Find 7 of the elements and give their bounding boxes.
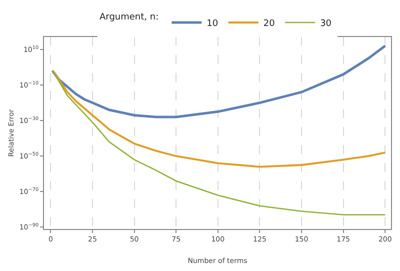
- legend-label: 10: [206, 19, 218, 30]
- legend-label: 30: [320, 19, 332, 30]
- legend-title: Argument, n:: [100, 12, 159, 23]
- line-series: [51, 70, 386, 168]
- line-series: [52, 70, 386, 216]
- legend-label: 20: [263, 19, 276, 30]
- line-series: [51, 44, 386, 118]
